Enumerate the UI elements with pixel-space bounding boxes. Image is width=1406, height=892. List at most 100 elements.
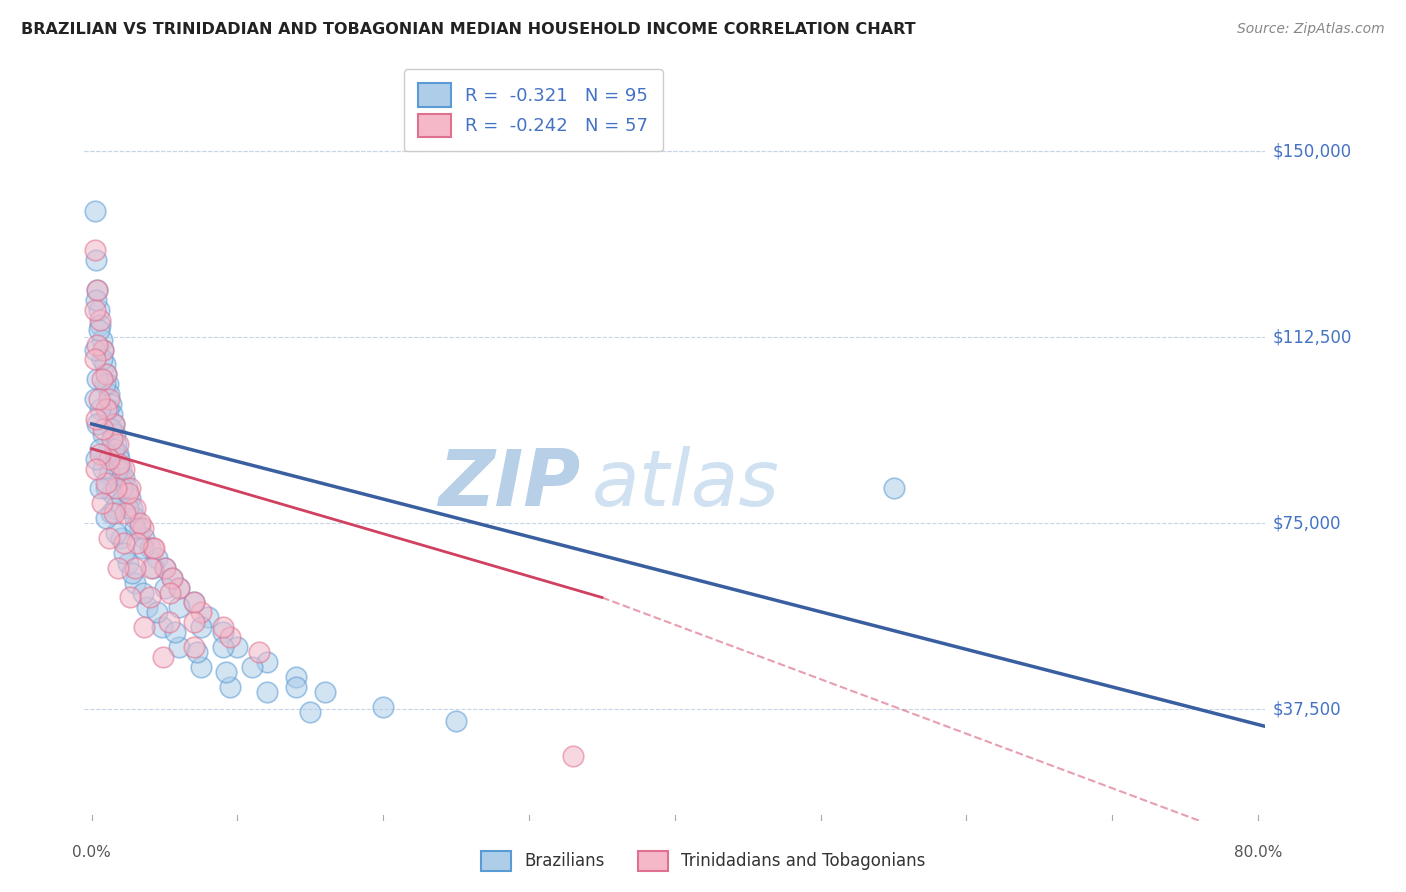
Point (561, 749, 583, 764)
Point (91, 426, 114, 441)
Point (83, 244, 105, 258)
Point (128, 516, 150, 530)
Point (167, 640, 190, 654)
Point (96, 368, 118, 382)
Point (190, 660, 212, 674)
Point (167, 600, 190, 615)
Point (83, 392, 105, 406)
Point (117, 486, 139, 500)
Legend: R =  -0.321   N = 95, R =  -0.242   N = 57: R = -0.321 N = 95, R = -0.242 N = 57 (404, 69, 662, 152)
Point (139, 541, 162, 555)
Point (121, 501, 143, 516)
Text: $75,000: $75,000 (1272, 514, 1341, 533)
Point (142, 541, 165, 555)
Point (87, 392, 110, 406)
Point (159, 585, 181, 599)
Point (114, 506, 136, 520)
Point (143, 541, 166, 555)
Point (314, 684, 336, 698)
Point (131, 541, 153, 555)
Point (86, 417, 108, 431)
Point (98, 467, 121, 481)
Point (104, 426, 127, 441)
Point (212, 620, 235, 634)
Point (190, 606, 212, 620)
Point (100, 397, 122, 411)
Point (108, 457, 131, 471)
Point (101, 486, 124, 500)
Point (104, 501, 127, 516)
Point (90, 352, 112, 367)
Point (183, 595, 205, 609)
Point (212, 625, 235, 640)
Text: 0.0%: 0.0% (72, 846, 111, 861)
Point (190, 620, 212, 634)
Point (256, 655, 278, 669)
Text: 80.0%: 80.0% (1234, 846, 1282, 861)
Point (240, 660, 263, 674)
Point (89, 402, 111, 417)
Point (121, 566, 143, 580)
Point (111, 482, 134, 496)
Point (112, 546, 135, 560)
Point (139, 591, 162, 605)
Point (103, 506, 125, 520)
Point (94, 358, 117, 372)
Point (160, 571, 183, 585)
Point (183, 595, 205, 609)
Point (98, 531, 121, 545)
Point (84, 293, 107, 307)
Point (112, 536, 135, 550)
Point (91, 461, 114, 475)
Point (98, 392, 121, 406)
Point (101, 432, 124, 446)
Point (96, 402, 118, 417)
Point (96, 482, 118, 496)
Point (94, 377, 117, 392)
Point (117, 501, 139, 516)
Point (153, 581, 176, 595)
Point (84, 451, 107, 466)
Point (186, 645, 208, 659)
Point (89, 442, 111, 456)
Point (150, 620, 173, 634)
Point (183, 615, 205, 630)
Point (105, 436, 128, 450)
Point (124, 501, 146, 516)
Point (112, 471, 135, 485)
Point (131, 585, 153, 599)
Point (96, 368, 118, 382)
Text: $37,500: $37,500 (1272, 700, 1341, 718)
Point (299, 705, 322, 719)
Point (124, 575, 146, 590)
Point (110, 531, 132, 545)
Point (97, 377, 120, 392)
Point (90, 333, 112, 347)
Point (110, 461, 132, 475)
Text: atlas: atlas (592, 446, 780, 522)
Point (115, 482, 138, 496)
Point (142, 560, 165, 574)
Point (107, 560, 129, 574)
Point (87, 323, 110, 337)
Point (118, 591, 141, 605)
Point (97, 402, 120, 417)
Point (105, 526, 128, 541)
Point (87, 302, 110, 317)
Point (83, 343, 105, 357)
Point (101, 407, 124, 421)
Point (98, 451, 121, 466)
Point (91, 343, 114, 357)
Text: $150,000: $150,000 (1272, 142, 1351, 161)
Point (219, 630, 242, 644)
Point (226, 640, 249, 654)
Point (107, 461, 129, 475)
Point (117, 556, 139, 570)
Text: Source: ZipAtlas.com: Source: ZipAtlas.com (1237, 22, 1385, 37)
Point (215, 665, 238, 679)
Text: BRAZILIAN VS TRINIDADIAN AND TOBAGONIAN MEDIAN HOUSEHOLD INCOME CORRELATION CHAR: BRAZILIAN VS TRINIDADIAN AND TOBAGONIAN … (21, 22, 915, 37)
Point (96, 447, 118, 461)
Point (84, 461, 107, 475)
Point (152, 650, 174, 665)
Point (134, 620, 156, 634)
